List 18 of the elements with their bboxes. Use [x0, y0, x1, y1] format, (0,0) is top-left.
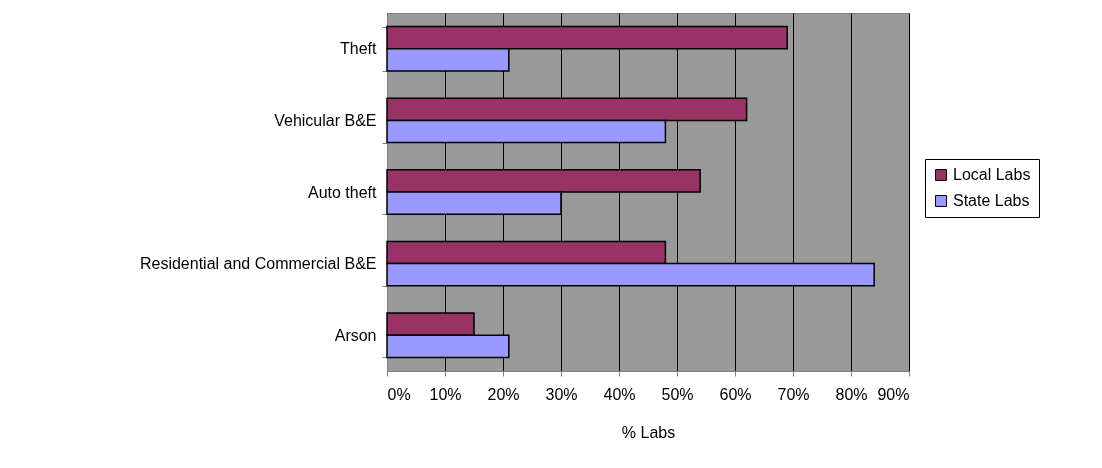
x-tick-label: 70% [777, 385, 810, 403]
x-axis-title: % Labs [621, 423, 676, 441]
x-tick-label: 90% [877, 385, 910, 403]
x-tick-label: 10% [429, 385, 462, 403]
x-tick-label: 50% [661, 385, 694, 403]
y-tick-label: Residential and Commercial B&E [139, 255, 377, 273]
y-tick-label: Theft [340, 40, 378, 58]
x-tick-label: 20% [487, 385, 520, 403]
y-tick-label: Vehicular B&E [274, 111, 377, 129]
legend-label: Local Labs [953, 166, 1031, 183]
x-tick-label: 60% [719, 385, 752, 403]
x-tick-label: 80% [835, 385, 868, 403]
legend-label: State Labs [953, 192, 1030, 209]
x-tick-label: 40% [603, 385, 636, 403]
x-tick-label: 0% [387, 385, 411, 403]
y-tick-label: Arson [334, 326, 377, 344]
y-tick-label: Auto theft [308, 183, 378, 201]
x-tick-label: 30% [545, 385, 578, 403]
